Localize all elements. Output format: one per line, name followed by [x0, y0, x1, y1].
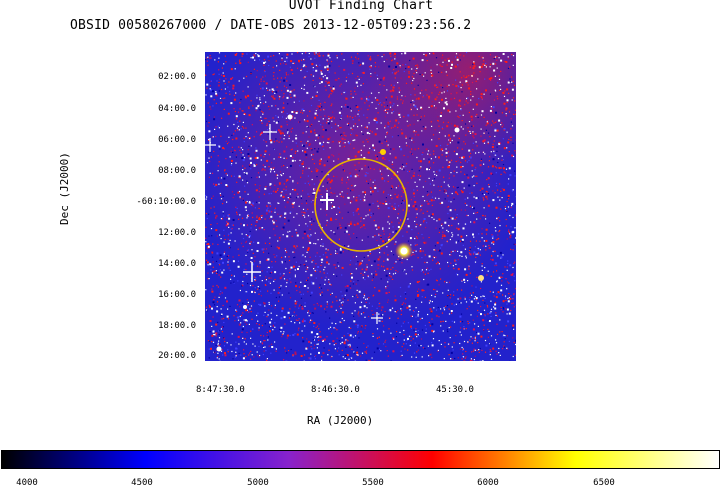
star-marker — [320, 193, 334, 210]
colorbar-tick-label: 4500 — [131, 478, 153, 488]
dec-tick-label: 14:00.0 — [158, 259, 196, 269]
star-marker — [205, 138, 216, 152]
ra-axis-title: RA (J2000) — [307, 414, 374, 427]
sky-image-canvas — [205, 52, 516, 361]
colorbar-tick-label: 6000 — [477, 478, 499, 488]
chart-subtitle: OBSID 00580267000 / DATE-OBS 2013-12-05T… — [70, 18, 472, 33]
star — [454, 127, 460, 133]
dec-tick-label: 04:00.0 — [158, 104, 196, 114]
ra-tick-label: 45:30.0 — [436, 385, 474, 395]
colorbar-tick-label: 5500 — [362, 478, 384, 488]
ra-tick-label: 8:46:30.0 — [311, 385, 360, 395]
dec-tick-label: 06:00.0 — [158, 135, 196, 145]
background-noise — [205, 52, 516, 361]
dec-axis-title: Dec (J2000) — [58, 152, 71, 225]
sky-image[interactable] — [205, 52, 516, 361]
star — [287, 114, 293, 120]
bright-star-core — [400, 247, 408, 255]
star-marker — [263, 124, 277, 140]
colorbar — [1, 450, 720, 469]
dec-tick-label: -60:10:00.0 — [136, 197, 196, 207]
colorbar-tick-label: 6500 — [593, 478, 615, 488]
star-marker — [371, 312, 383, 324]
dec-tick-labels: 02:00.0 04:00.0 06:00.0 08:00.0 -60:10:0… — [90, 0, 196, 489]
dec-tick-label: 02:00.0 — [158, 72, 196, 82]
ra-tick-label: 8:47:30.0 — [196, 385, 245, 395]
source-region-circle[interactable] — [314, 158, 408, 252]
dec-tick-label: 16:00.0 — [158, 290, 196, 300]
star — [380, 149, 386, 155]
dec-tick-label: 12:00.0 — [158, 228, 196, 238]
colorbar-tick-label: 5000 — [247, 478, 269, 488]
dec-tick-label: 08:00.0 — [158, 166, 196, 176]
star — [216, 346, 222, 352]
stars-layer — [205, 114, 484, 352]
chart-title: UVOT Finding Chart — [288, 0, 434, 13]
star — [478, 275, 484, 281]
star — [243, 305, 247, 309]
dec-tick-label: 18:00.0 — [158, 321, 196, 331]
colorbar-tick-label: 4000 — [16, 478, 38, 488]
dec-tick-label: 20:00.0 — [158, 351, 196, 361]
star-marker — [243, 262, 261, 282]
